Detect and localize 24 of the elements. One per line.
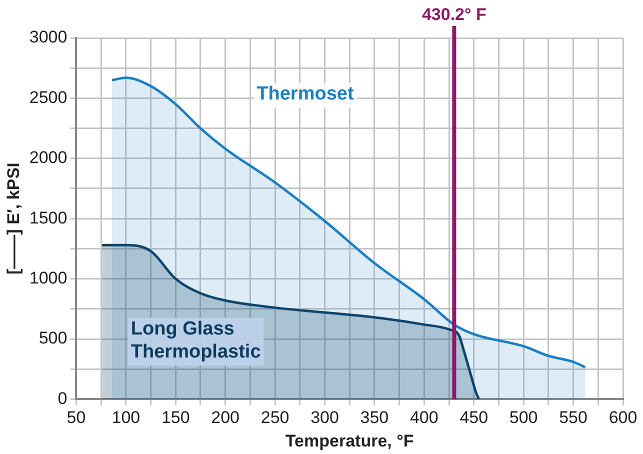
y-tick-label: 2000	[29, 148, 68, 168]
x-tick-label: 350	[360, 408, 389, 428]
x-tick-label: 600	[608, 408, 638, 428]
x-axis-title: Temperature, °F	[285, 431, 414, 450]
text: Thermoset	[256, 84, 354, 105]
x-tick-label: 200	[211, 408, 240, 428]
x-tick-label: 500	[509, 408, 538, 428]
y-tick-label: 2500	[29, 88, 68, 107]
y-axis-title: [——] E′, kPSI	[4, 162, 23, 274]
y-tick-label: 3000	[29, 28, 68, 47]
y-tick-label: 1000	[29, 268, 68, 288]
x-tick-label: 250	[260, 408, 290, 428]
x-tick-label: 550	[559, 408, 588, 428]
ref-line-label: 430.2° F	[422, 5, 486, 24]
y-tick-label: 1500	[29, 208, 68, 228]
series-label: Long Glass Thermoplastic	[130, 318, 262, 362]
x-tick-label: 150	[161, 408, 190, 428]
x-tick-label: 450	[460, 408, 488, 428]
x-tick-label: 100	[112, 408, 140, 428]
x-tick-label: 400	[410, 408, 438, 428]
x-tick-label: 50	[66, 408, 86, 428]
x-tick-label: 300	[310, 408, 339, 428]
y-tick-label: 0	[58, 388, 68, 408]
y-tick-label: 500	[38, 328, 68, 348]
